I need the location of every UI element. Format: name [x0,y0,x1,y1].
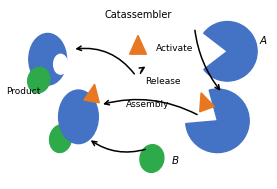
Ellipse shape [28,67,50,93]
Polygon shape [130,35,147,54]
Text: Release: Release [145,77,180,86]
Polygon shape [84,84,99,103]
Text: B: B [172,156,179,166]
Polygon shape [200,93,214,112]
Text: A: A [259,36,266,46]
Ellipse shape [29,33,66,85]
Text: Assembly: Assembly [126,100,170,109]
Text: Catassembler: Catassembler [104,10,172,20]
Ellipse shape [50,125,71,153]
Ellipse shape [140,145,164,172]
Ellipse shape [54,54,68,74]
Text: Product: Product [6,87,40,96]
Ellipse shape [59,90,98,144]
Wedge shape [204,22,257,81]
Wedge shape [186,89,249,153]
Text: Activate: Activate [156,44,193,53]
